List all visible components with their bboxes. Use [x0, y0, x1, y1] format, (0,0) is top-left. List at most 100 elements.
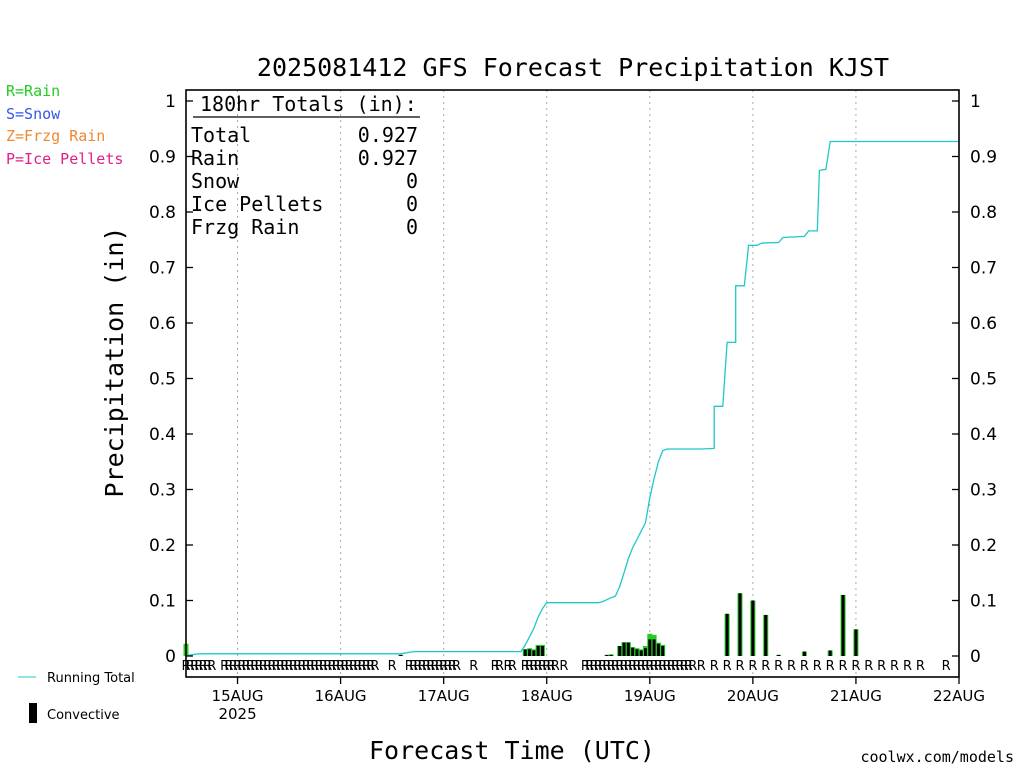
rain-marker: R [667, 659, 676, 674]
bottom-legend: Running Total Convective [18, 671, 135, 723]
y-tick-label: 0.9 [149, 148, 176, 168]
convective-bar [605, 654, 609, 656]
rain-marker: R [542, 659, 551, 674]
x-tick-label: 16AUG [315, 687, 367, 705]
rain-marker: R [332, 659, 341, 674]
rain-marker: R [723, 659, 732, 674]
rain-marker: R [422, 659, 431, 674]
rain-marker: R [199, 659, 208, 674]
x-tick-label: 19AUG [624, 687, 676, 705]
y-axis-left: 0 0.1 0.2 0.3 0.4 0.5 0.6 0.7 0.8 0.9 1 [149, 92, 193, 667]
rain-marker: R [589, 659, 598, 674]
convective-bar [777, 654, 781, 656]
convective-bar [536, 646, 540, 656]
rain-marker: R [658, 659, 667, 674]
rain-marker: R [916, 659, 925, 674]
y-tick-label-right: 0.6 [970, 314, 997, 334]
convective-legend-swatch [29, 703, 37, 723]
rain-marker: R [246, 659, 255, 674]
rain-marker: R [280, 659, 289, 674]
convective-bar [523, 649, 527, 656]
rain-marker: R [559, 659, 568, 674]
rain-marker: R [615, 659, 624, 674]
rain-marker: R [276, 659, 285, 674]
rain-marker: R [645, 659, 654, 674]
rain-marker: R [594, 659, 603, 674]
y-tick-label: 0.5 [149, 370, 176, 390]
rain-marker: R [448, 659, 457, 674]
rain-marker: R [538, 659, 547, 674]
rain-marker: R [229, 659, 238, 674]
rain-marker: R [787, 659, 796, 674]
legend-snow: S=Snow [6, 105, 61, 123]
running-total-legend-label: Running Total [47, 671, 135, 686]
convective-bar [738, 593, 742, 656]
rain-marker: R [349, 659, 358, 674]
rain-marker: R [405, 659, 414, 674]
convective-bar [652, 639, 656, 656]
totals-row-label: Snow [191, 169, 240, 193]
totals-row-value: 0.927 [358, 146, 418, 170]
rain-marker: R [800, 659, 809, 674]
rain-marker: R [598, 659, 607, 674]
y-tick-label: 0 [165, 647, 176, 667]
convective-bar [661, 646, 665, 656]
convective-bar [802, 651, 806, 656]
convective-bar [841, 594, 845, 656]
rain-marker: R [697, 659, 706, 674]
rain-marker: R [259, 659, 268, 674]
rain-marker: R [267, 659, 276, 674]
rain-marker: R [547, 659, 556, 674]
rain-marker: R [418, 659, 427, 674]
y-tick-label-right: 0.8 [970, 203, 997, 223]
rain-marker: R [671, 659, 680, 674]
rain-marker: R [323, 659, 332, 674]
rain-marker: R [688, 659, 697, 674]
rain-marker: R [242, 659, 251, 674]
gridlines [237, 90, 857, 677]
rain-marker: R [942, 659, 951, 674]
convective-bars [399, 593, 858, 656]
legend-rain: R=Rain [6, 82, 60, 100]
rain-marker: R [297, 659, 306, 674]
y-tick-label-right: 0.7 [970, 259, 997, 279]
rain-marker: R [529, 659, 538, 674]
convective-bar [828, 650, 832, 656]
convective-bar [639, 650, 643, 656]
totals-row-value: 0 [406, 215, 418, 239]
rain-marker: R [624, 659, 633, 674]
rain-marker: R [388, 659, 397, 674]
rain-marker: R [680, 659, 689, 674]
rain-marker: R [761, 659, 770, 674]
totals-row-label: Rain [191, 146, 239, 170]
rain-marker: R [890, 659, 899, 674]
rain-marker: R [611, 659, 620, 674]
convective-bar [648, 639, 652, 656]
rain-marker: R [254, 659, 263, 674]
legend-freezing-rain: Z=Frzg Rain [6, 127, 105, 145]
y-tick-label-right: 0.5 [970, 370, 997, 390]
rain-marker: R [413, 659, 422, 674]
rain-marker: R [443, 659, 452, 674]
totals-row-label: Total [191, 123, 251, 147]
rain-marker: R [735, 659, 744, 674]
convective-legend-label: Convective [47, 708, 120, 723]
convective-bar [854, 629, 858, 656]
totals-row-value: 0 [406, 192, 418, 216]
convective-bar [626, 642, 630, 656]
rain-marker: R [469, 659, 478, 674]
rain-marker: R [654, 659, 663, 674]
rain-marker: R [315, 659, 324, 674]
rain-marker: R [813, 659, 822, 674]
y-tick-label: 0.7 [149, 259, 176, 279]
convective-bar [635, 649, 639, 656]
y-tick-label-right: 0.9 [970, 148, 997, 168]
rain-marker: R [250, 659, 259, 674]
x-tick-label: 20AUG [727, 687, 779, 705]
x-tick-label: 17AUG [418, 687, 470, 705]
rain-marker: R [551, 659, 560, 674]
y-tick-label: 0.4 [149, 425, 176, 445]
legend-ice-pellets: P=Ice Pellets [6, 150, 123, 168]
